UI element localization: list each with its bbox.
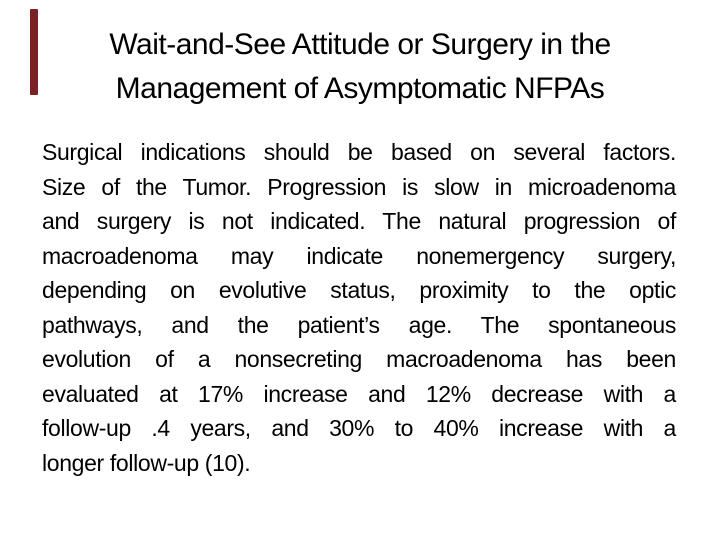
body-text-line: evolution of a nonsecreting macroadenoma… [42,346,676,372]
body-text-line: follow-up .4 years, and 30% to 40% incre… [42,415,676,441]
body-text-line: evaluated at 17% increase and 12% decrea… [42,380,676,407]
body-text-line: Surgical indications should be based on … [42,139,676,165]
slide-title: Wait-and-See Attitude or Surgery in the … [40,23,680,111]
slide-body-paragraph: Surgical indications should be based on … [42,135,676,480]
body-text-line: longer follow-up (10). [42,449,251,476]
body-text-line: and surgery is not indicated. The natura… [42,208,676,234]
body-text-line: macroadenoma may indicate nonemergency s… [42,242,676,269]
slide-title-line-2: Management of Asymptomatic NFPAs [115,72,605,105]
body-text-line: Size of the Tumor. Progression is slow i… [42,173,676,200]
slide-accent-bar [30,9,38,95]
body-text-line: depending on evolutive status, proximity… [42,277,676,303]
slide-title-line-1: Wait-and-See Attitude or Surgery in the [109,28,611,61]
body-text-line: pathways, and the patient’s age. The spo… [42,311,676,338]
